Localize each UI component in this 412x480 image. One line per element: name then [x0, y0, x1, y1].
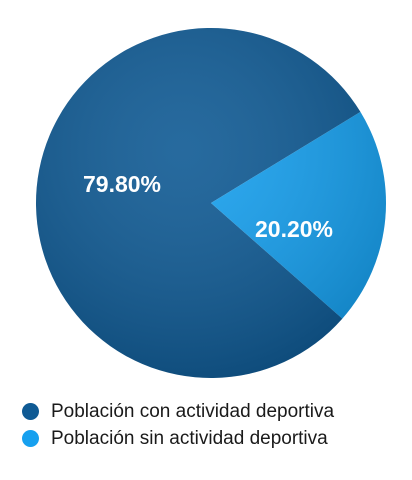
legend-swatch [22, 430, 39, 447]
legend: Población con actividad deportiva Poblac… [22, 398, 412, 452]
slice-data-label: 79.80% [83, 171, 161, 197]
slice-data-label: 20.20% [255, 216, 333, 242]
legend-item: Población con actividad deportiva [22, 398, 412, 425]
pie-chart: 79.80% 20.20% [36, 27, 386, 378]
legend-swatch [22, 403, 39, 420]
legend-item: Población sin actividad deportiva [22, 425, 412, 452]
legend-label: Población con actividad deportiva [51, 400, 335, 422]
legend-label: Población sin actividad deportiva [51, 427, 328, 449]
